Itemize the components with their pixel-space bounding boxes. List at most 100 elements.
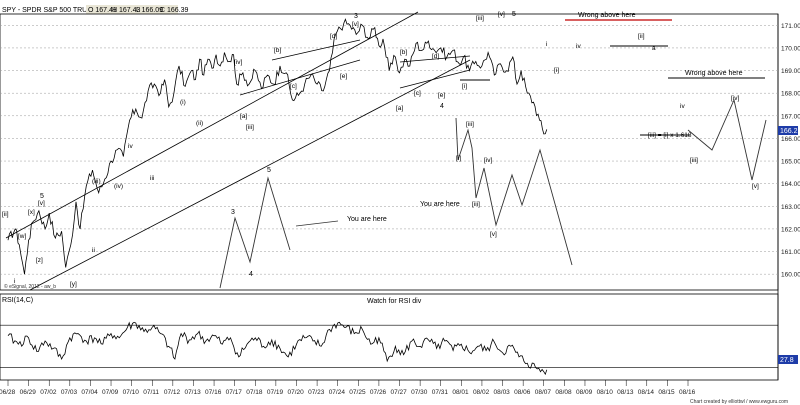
- price-y-tick: 163.00: [781, 204, 800, 211]
- wave-label: [a]: [240, 113, 247, 120]
- x-tick-label: 07/13: [184, 389, 201, 396]
- wave-labels: [ii] [w] [x] [y] [z] i 5 [v] ii (iii) (i…: [2, 11, 759, 288]
- wave-label: [a]: [396, 105, 403, 112]
- x-tick-label: 07/16: [205, 389, 222, 396]
- level-markers: [460, 19, 765, 136]
- wave-label: (iii): [92, 178, 101, 185]
- x-tick-label: 07/03: [61, 389, 78, 396]
- wave-label: 3: [231, 209, 235, 216]
- projection-path-1: [219, 176, 291, 289]
- price-y-tick: 171.00: [781, 23, 800, 30]
- x-tick-label: 07/30: [411, 389, 428, 396]
- wave-label: 4: [440, 103, 444, 110]
- wave-label: [e]: [340, 73, 347, 80]
- x-tick-label: 06/29: [20, 389, 37, 396]
- rsi-title: RSI(14,C): [2, 297, 33, 304]
- wave-label: [z]: [36, 257, 43, 264]
- x-tick-label: 07/24: [329, 389, 346, 396]
- chart-header: SPY - SPDR S&P 500 TRUST,60 O 167.41 H 1…: [2, 5, 189, 14]
- wave-label: [v]: [498, 11, 505, 18]
- ohlc-open: O 167.41: [88, 7, 117, 14]
- wave-label: [iii]: [690, 157, 698, 164]
- x-tick-label: 07/19: [267, 389, 284, 396]
- small-tag: © eSignal, 2012 - aw_b: [4, 283, 56, 290]
- ohlc-low: L 166.09: [136, 7, 163, 14]
- wave-label: [i]: [462, 83, 467, 90]
- wave-label: iv: [680, 103, 685, 110]
- x-tick-label: 07/10: [123, 389, 140, 396]
- note-ratio: [iii] = [i] x 1.618: [648, 132, 692, 139]
- note-you-are-here-1: You are here: [347, 216, 387, 223]
- price-y-tick: 161.00: [781, 249, 800, 256]
- x-tick-label: 07/31: [432, 389, 449, 396]
- wave-label: 5: [512, 11, 516, 18]
- price-y-tick: 169.00: [781, 68, 800, 75]
- trend-channel: [5, 11, 471, 291]
- price-y-axis: 160.00 161.00 162.00 163.00 164.00 165.00 166.…: [781, 23, 800, 279]
- projection-path-2: [455, 117, 573, 266]
- wave-label: [w]: [18, 233, 27, 240]
- last-price-tag: 166.2: [778, 126, 798, 135]
- wave-label: [y]: [70, 281, 77, 288]
- wave-label: iii: [150, 175, 154, 182]
- projection-path-3: [687, 98, 767, 181]
- price-y-tick: 167.00: [781, 113, 800, 120]
- wave-label: 5: [40, 193, 44, 200]
- symbol-title: SPY - SPDR S&P 500 TRUST,60: [2, 7, 105, 14]
- triangle-upper-line: [399, 55, 471, 63]
- wave-label: [v]: [752, 183, 759, 190]
- ohlc-high: H 167.43: [112, 7, 141, 14]
- x-tick-label: 07/04: [81, 389, 98, 396]
- wave-label: [ii]: [2, 211, 9, 218]
- x-tick-label: 08/15: [658, 389, 675, 396]
- ohlc-readout-bg: [86, 5, 178, 14]
- wave-label: [i]: [554, 67, 559, 74]
- wave-label: [b]: [400, 49, 407, 56]
- wave-label: [v]: [38, 200, 45, 207]
- x-tick-label: 07/18: [246, 389, 263, 396]
- x-tick-label: 08/10: [597, 389, 614, 396]
- wave-label: [iii]: [466, 121, 474, 128]
- wave-label: [i]: [456, 155, 461, 162]
- x-tick-label: 08/07: [535, 389, 552, 396]
- x-tick-label: 08/09: [576, 389, 593, 396]
- x-tick-label: 07/26: [370, 389, 387, 396]
- wave-label: [x]: [28, 209, 35, 216]
- note-you-are-here-2: You are here: [420, 201, 460, 208]
- wave-label: [iii]: [476, 15, 484, 22]
- wave-label: [iv]: [484, 157, 493, 164]
- x-tick-label: 07/23: [308, 389, 325, 396]
- x-tick-label: 07/17: [226, 389, 243, 396]
- x-tick-label: 06/28: [0, 389, 16, 396]
- last-price-value: 166.2: [780, 128, 798, 135]
- wave-label: (ii): [196, 120, 203, 127]
- wave-label: 3: [354, 13, 358, 20]
- x-tick-label: 08/14: [638, 389, 655, 396]
- wave-label: ii: [92, 247, 95, 254]
- wave-label: [d]: [330, 33, 337, 40]
- x-tick-label: 07/27: [391, 389, 408, 396]
- wave-label: iv: [576, 43, 581, 50]
- wave-label: (iv): [114, 183, 123, 190]
- x-tick-label: 08/02: [473, 389, 490, 396]
- x-tick-label: 07/25: [349, 389, 366, 396]
- wave-label: [v]: [352, 21, 359, 28]
- x-tick-label: 08/13: [617, 389, 634, 396]
- price-y-tick: 160.00: [781, 272, 800, 279]
- x-tick-label: 08/03: [494, 389, 511, 396]
- wave-label: 5: [267, 167, 271, 174]
- x-tick-label: 07/20: [287, 389, 304, 396]
- x-tick-label: 08/06: [514, 389, 531, 396]
- credit-text: Chart created by elliottwl / www.ewguru.…: [690, 399, 788, 405]
- x-tick-label: 08/08: [555, 389, 572, 396]
- wave-label: [ii]: [638, 33, 645, 40]
- wave-label: i: [546, 41, 547, 48]
- you-are-here-pointer-1: [295, 220, 339, 227]
- wave-label: [d]: [432, 53, 439, 60]
- wave-label: 4: [249, 271, 253, 278]
- note-rsi-div: Watch for RSI div: [367, 298, 422, 305]
- wave-label: [e]: [438, 92, 445, 99]
- x-tick-label: 07/11: [143, 389, 159, 396]
- price-y-tick: 164.00: [781, 181, 800, 188]
